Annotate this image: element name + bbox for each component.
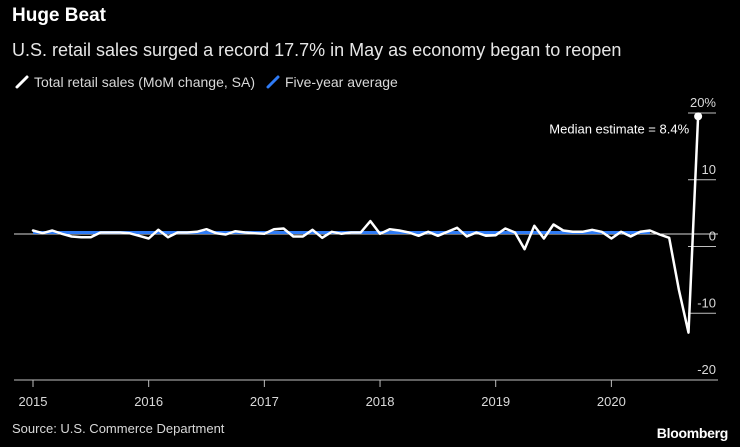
bloomberg-logo: Bloomberg	[656, 425, 729, 441]
x-tick-label-2018: 2018	[366, 394, 395, 409]
y-tick-label-neg20: -20	[697, 362, 716, 377]
x-tick-label-2015: 2015	[19, 394, 48, 409]
source-note: Source: U.S. Commerce Department	[12, 421, 225, 436]
x-tick-label-2016: 2016	[134, 394, 163, 409]
y-tick-label-0: 0	[709, 229, 716, 244]
legend-item-retail-sales: Total retail sales (MoM change, SA)	[14, 74, 255, 90]
last-point-marker	[694, 112, 703, 121]
blue-line-swatch-icon	[266, 75, 280, 89]
y-tick-label-neg10: -10	[697, 295, 716, 310]
y-tick-label-20: 20%	[690, 95, 716, 110]
legend-label-five-year-average: Five-year average	[284, 74, 398, 90]
legend-label-retail-sales: Total retail sales (MoM change, SA)	[34, 74, 255, 90]
x-tick-label-2020: 2020	[597, 394, 626, 409]
legend-item-five-year-average: Five-year average	[265, 74, 398, 90]
x-tick-label-2017: 2017	[250, 394, 279, 409]
series-line-retail-sales	[31, 115, 700, 334]
chart-title: Huge Beat	[12, 5, 106, 26]
x-tick-label-2019: 2019	[481, 394, 510, 409]
chart-subtitle: U.S. retail sales surged a record 17.7% …	[12, 40, 622, 60]
annotation-median-estimate: Median estimate = 8.4%	[549, 121, 689, 136]
y-tick-label-10: 10	[702, 162, 716, 177]
chart-legend: Total retail sales (MoM change, SA) Five…	[14, 74, 408, 90]
white-line-swatch-icon	[15, 75, 29, 89]
